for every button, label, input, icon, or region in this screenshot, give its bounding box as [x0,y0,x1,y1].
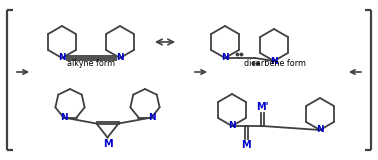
Text: N: N [58,53,66,63]
Text: M: M [241,140,251,150]
Text: N: N [60,113,67,122]
Text: dicarbene form: dicarbene form [244,60,306,68]
Text: N: N [221,53,229,63]
Text: N: N [316,125,324,135]
Text: alkyne form: alkyne form [67,60,115,68]
Text: M': M' [256,102,268,112]
Text: N: N [270,56,278,65]
Text: M: M [103,139,112,148]
Text: N: N [116,53,124,63]
Text: N: N [148,113,155,122]
Text: N: N [228,121,236,131]
